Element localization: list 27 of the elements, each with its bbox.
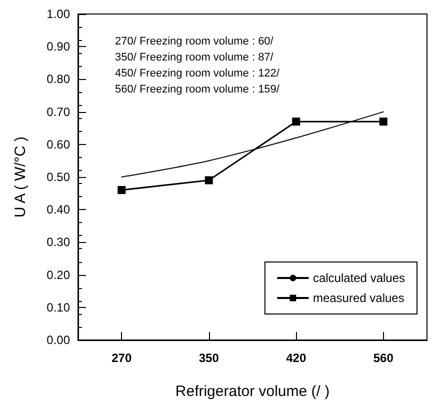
y-tick-label: 1.00 — [46, 7, 70, 21]
y-tick-label: 0.60 — [46, 137, 70, 152]
y-tick-label: 0.10 — [46, 300, 70, 314]
point — [118, 186, 126, 194]
legend-label: calculated values — [312, 271, 406, 285]
annotation: 450/ Freezing room volume : 122/ — [115, 68, 280, 80]
x-tick-label: 560 — [373, 351, 394, 365]
annotation: 270/ Freezing room volume : 60/ — [115, 36, 274, 48]
point — [379, 118, 388, 126]
y-axis-title: U A ( W/°C ) — [12, 136, 29, 218]
x-axis-title: Refrigerator volume (/ ) — [175, 383, 330, 400]
point — [292, 118, 300, 126]
y-tick-label: 0.20 — [46, 268, 70, 282]
y-tick-label: 0.30 — [46, 235, 70, 250]
y-tick-label: 0.90 — [46, 40, 70, 54]
y-tick-label: 0.50 — [46, 170, 70, 184]
y-tick-label: 0.70 — [46, 104, 70, 119]
legend-label: measured values — [312, 291, 404, 305]
point — [204, 176, 213, 184]
y-tick-label: 0.40 — [46, 202, 70, 217]
annotation: 350/ Freezing room volume : 87/ — [115, 52, 274, 64]
y-tick-label: 0.00 — [46, 333, 70, 347]
x-tick-label: 350 — [198, 351, 220, 365]
y-tick-label: 0.80 — [46, 72, 70, 86]
x-tick-label: 270 — [112, 351, 132, 365]
x-tick-label: 420 — [286, 351, 306, 365]
annotation: 560/ Freezing room volume : 159/ — [115, 84, 280, 96]
